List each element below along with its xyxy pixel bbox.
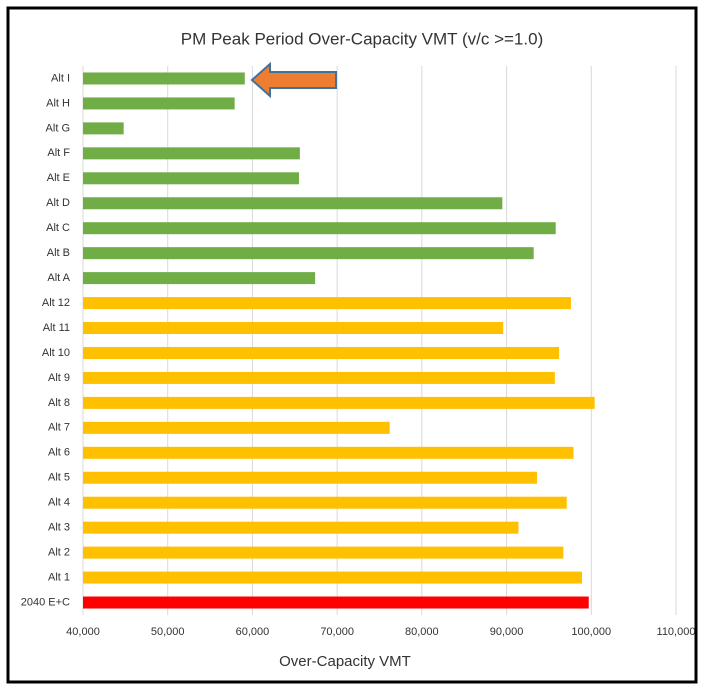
x-tick-label: 90,000	[490, 626, 524, 638]
x-tick-label: 50,000	[151, 626, 185, 638]
bar	[83, 197, 503, 210]
y-tick-label: Alt C	[46, 222, 70, 234]
y-tick-label: Alt 2	[48, 547, 70, 559]
chart-frame	[6, 6, 698, 684]
bar	[83, 272, 316, 285]
y-tick-label: Alt 5	[48, 472, 70, 484]
y-tick-label: 2040 E+C	[21, 596, 70, 608]
y-tick-label: Alt I	[51, 72, 70, 84]
bar	[83, 247, 534, 260]
bar	[83, 322, 504, 335]
bar	[83, 546, 564, 559]
bar	[83, 496, 567, 509]
y-tick-label: Alt 7	[48, 422, 70, 434]
bar	[83, 147, 300, 160]
y-tick-label: Alt H	[46, 97, 70, 109]
y-tick-label: Alt E	[47, 172, 70, 184]
bar	[83, 446, 574, 459]
bar	[83, 471, 538, 484]
y-tick-label: Alt 4	[48, 497, 70, 509]
y-tick-label: Alt 1	[48, 571, 70, 583]
bar	[83, 97, 235, 110]
bar	[83, 346, 560, 359]
y-tick-label: Alt D	[46, 197, 70, 209]
chart-title: PM Peak Period Over-Capacity VMT (v/c >=…	[181, 29, 543, 48]
bar	[83, 596, 589, 609]
y-tick-label: Alt 9	[48, 372, 70, 384]
x-axis-label: Over-Capacity VMT	[279, 653, 411, 670]
y-tick-label: Alt 10	[42, 347, 70, 359]
y-tick-label: Alt 11	[43, 322, 70, 334]
x-tick-label: 60,000	[236, 626, 270, 638]
bar	[83, 72, 245, 85]
bar	[83, 571, 582, 584]
x-tick-label: 70,000	[320, 626, 354, 638]
y-tick-label: Alt 3	[48, 522, 70, 534]
x-tick-label: 110,000	[657, 626, 696, 638]
y-tick-label: Alt 12	[42, 297, 70, 309]
bar	[83, 521, 519, 534]
bar	[83, 371, 555, 384]
y-tick-label: Alt 8	[48, 397, 70, 409]
y-tick-label: Alt A	[47, 272, 70, 284]
bar	[83, 172, 300, 185]
plot: 40,000 50,000 60,000 70,000 80,000 90,000 100,…	[21, 66, 696, 638]
bar	[83, 222, 556, 235]
arrow-annotation	[250, 61, 337, 99]
y-tick-label: Alt 6	[48, 447, 70, 459]
x-tick-label: 100,000	[571, 626, 611, 638]
y-tick-label: Alt B	[47, 247, 70, 259]
bar	[83, 396, 595, 409]
bar	[83, 122, 124, 135]
x-tick-label: 40,000	[66, 626, 100, 638]
bar	[83, 297, 571, 310]
y-tick-label: Alt G	[46, 122, 70, 134]
x-tick-label: 80,000	[405, 626, 439, 638]
y-tick-label: Alt F	[47, 147, 70, 159]
bar	[83, 421, 390, 434]
